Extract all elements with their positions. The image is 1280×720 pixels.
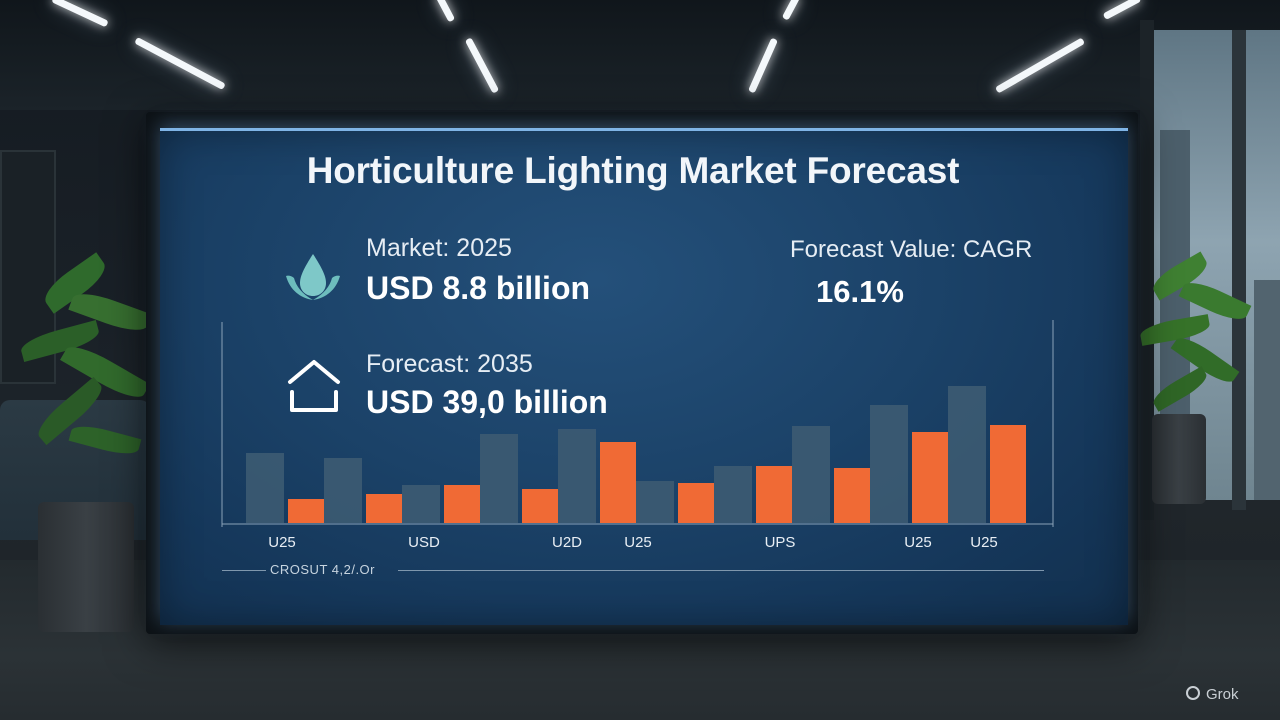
wall-column: [1140, 20, 1154, 520]
bar-chart: U25 USD U2D U25 UPS U25 U25: [221, 320, 1054, 551]
chart-bar-orange: [600, 442, 636, 523]
chart-bar-gray: [870, 405, 908, 523]
footer-divider-right: [398, 570, 1044, 571]
chart-bar-orange: [834, 468, 870, 523]
footer-caption: CROSUT 4,2/.Or: [270, 562, 376, 577]
chart-bar-gray: [792, 426, 830, 523]
chart-bar-gray: [714, 466, 752, 523]
chart-x-tick-label: U25: [970, 534, 998, 551]
market-value: USD 8.8 billion: [366, 270, 591, 306]
greenhouse-icon: [288, 360, 340, 412]
chart-bar-gray: [246, 453, 284, 523]
slide-title: Horticulture Lighting Market Forecast: [306, 150, 960, 191]
forecast-year-label: Forecast: 2035: [366, 350, 533, 378]
chart-x-tick-label: USD: [408, 534, 440, 551]
chart-bar-gray: [636, 481, 674, 523]
grok-logo-icon: [1186, 686, 1200, 700]
chart-x-tick-label: U25: [904, 534, 932, 551]
chart-bar-orange: [522, 489, 558, 523]
chart-bar-orange: [366, 494, 402, 523]
chart-bar-gray: [948, 386, 986, 523]
cagr-label: Forecast Value: CAGR: [790, 236, 1033, 263]
chart-bar-orange: [444, 485, 480, 523]
cagr-value: 16.1%: [816, 274, 904, 309]
forecast-value: USD 39,0 billion: [366, 384, 608, 420]
chart-bar-gray: [402, 485, 440, 523]
chart-x-tick-label: UPS: [765, 534, 796, 551]
chart-bar-orange: [756, 466, 792, 523]
chart-bar-gray: [480, 434, 518, 523]
chart-bar-orange: [678, 483, 714, 523]
chart-bar-gray: [324, 458, 362, 523]
window-frame: [1232, 30, 1246, 510]
ceiling: [0, 0, 1280, 110]
footer-divider-left: [222, 570, 266, 571]
chart-x-tick-label: U2D: [552, 534, 582, 551]
city-building: [1254, 280, 1280, 500]
display-screen: [160, 128, 1128, 625]
chart-bar-orange: [990, 425, 1026, 523]
watermark-text: Grok: [1206, 686, 1239, 703]
water-drop-lotus-icon: [286, 254, 340, 300]
chart-x-tick-label: U25: [624, 534, 652, 551]
chart-bar-orange: [912, 432, 948, 523]
chart-x-tick-label: U25: [268, 534, 296, 551]
chart-bar-orange: [288, 499, 324, 523]
chart-bar-gray: [558, 429, 596, 523]
market-year-label: Market: 2025: [366, 234, 512, 262]
